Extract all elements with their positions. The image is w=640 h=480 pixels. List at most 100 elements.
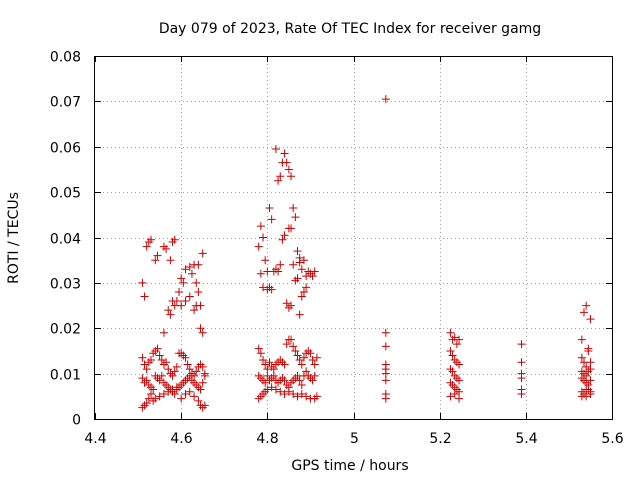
data-point	[308, 272, 317, 281]
data-point	[192, 278, 201, 287]
data-point	[142, 376, 151, 385]
data-point	[170, 235, 179, 244]
data-point	[265, 358, 274, 367]
data-point	[179, 378, 188, 387]
data-point	[276, 260, 285, 269]
data-point	[168, 238, 177, 247]
data-point	[287, 335, 296, 344]
data-point	[259, 390, 268, 399]
data-point	[446, 346, 455, 355]
x-tick-label: 5.4	[515, 431, 537, 447]
data-point	[198, 378, 207, 387]
data-point	[200, 371, 209, 380]
data-point	[162, 244, 171, 253]
data-point	[196, 324, 205, 333]
data-point	[185, 262, 194, 271]
data-point	[295, 310, 304, 319]
data-point	[452, 340, 461, 349]
x-tick-label: 5.2	[429, 431, 451, 447]
data-point	[289, 204, 298, 213]
data-point	[144, 238, 153, 247]
data-point	[455, 394, 464, 403]
data-point	[310, 394, 319, 403]
data-point	[200, 401, 209, 410]
data-point	[185, 387, 194, 396]
data-point	[455, 376, 464, 385]
data-points	[138, 95, 595, 412]
data-point	[297, 292, 306, 301]
data-point	[284, 303, 293, 312]
data-point	[302, 392, 311, 401]
data-point	[586, 358, 595, 367]
data-point	[267, 215, 276, 224]
axis-ticks	[95, 56, 613, 420]
data-point	[586, 376, 595, 385]
data-point	[276, 356, 285, 365]
data-point	[306, 349, 315, 358]
y-axis-label: ROTI / TECUs	[6, 192, 22, 284]
data-point	[170, 367, 179, 376]
data-point	[274, 176, 283, 185]
data-point	[299, 287, 308, 296]
data-point	[267, 374, 276, 383]
data-point	[282, 380, 291, 389]
data-point	[291, 276, 300, 285]
data-point	[293, 247, 302, 256]
data-point	[269, 365, 278, 374]
data-point	[579, 369, 588, 378]
data-point	[310, 267, 319, 276]
data-point	[579, 308, 588, 317]
data-point	[276, 387, 285, 396]
data-point	[517, 340, 526, 349]
data-point	[282, 299, 291, 308]
x-tick-label: 5.6	[601, 431, 623, 447]
data-point	[147, 390, 156, 399]
data-point	[147, 383, 156, 392]
data-point	[142, 242, 151, 251]
data-point	[147, 356, 156, 365]
data-point	[159, 378, 168, 387]
data-point	[312, 353, 321, 362]
data-point	[177, 380, 186, 389]
data-point	[187, 269, 196, 278]
y-tick-label: 0.05	[50, 186, 81, 202]
data-point	[261, 360, 270, 369]
data-point	[256, 392, 265, 401]
data-point	[271, 385, 280, 394]
data-point	[254, 394, 263, 403]
data-point	[196, 385, 205, 394]
data-point	[267, 383, 276, 392]
data-point	[582, 362, 591, 371]
data-point	[455, 335, 464, 344]
data-point	[306, 374, 315, 383]
data-point	[153, 251, 162, 260]
data-point	[172, 383, 181, 392]
data-point	[312, 392, 321, 401]
data-point	[256, 349, 265, 358]
data-point	[166, 256, 175, 265]
data-point	[304, 346, 313, 355]
data-point	[198, 362, 207, 371]
data-point	[280, 149, 289, 158]
data-point	[147, 235, 156, 244]
data-point	[295, 356, 304, 365]
data-point	[310, 371, 319, 380]
data-point	[198, 328, 207, 337]
data-point	[295, 376, 304, 385]
data-point	[198, 249, 207, 258]
data-point	[183, 360, 192, 369]
data-point	[194, 383, 203, 392]
data-point	[142, 399, 151, 408]
data-point	[297, 360, 306, 369]
data-point	[280, 231, 289, 240]
y-tick-labels: 0 0.01 0.02 0.03 0.04 0.05 0.06 0.07 0.08	[50, 50, 81, 429]
data-point	[140, 292, 149, 301]
y-tick-label: 0.04	[50, 232, 81, 248]
data-point	[448, 351, 457, 360]
data-point	[306, 269, 315, 278]
data-point	[381, 342, 390, 351]
data-point	[149, 396, 158, 405]
data-point	[181, 353, 190, 362]
data-point	[181, 297, 190, 306]
data-point	[166, 369, 175, 378]
